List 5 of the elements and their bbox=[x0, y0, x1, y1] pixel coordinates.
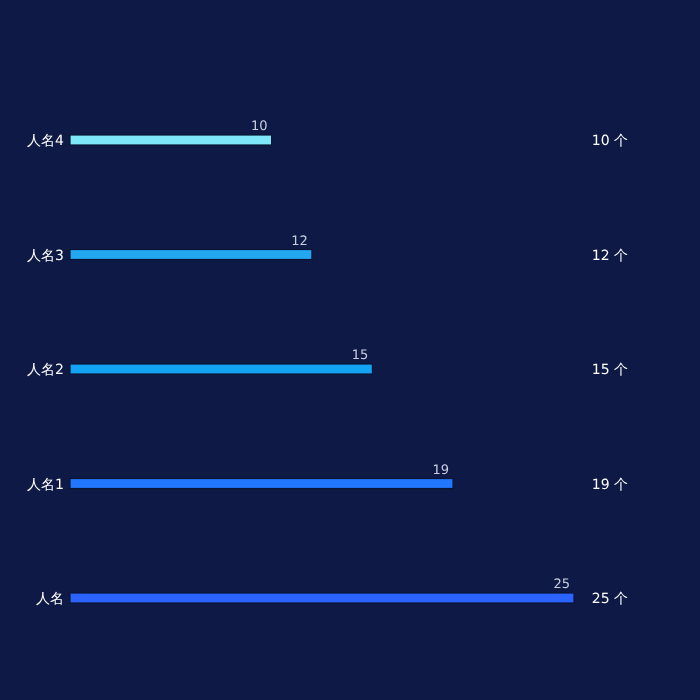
bar bbox=[69, 363, 373, 375]
bar bbox=[69, 592, 575, 604]
bar bbox=[69, 477, 454, 490]
bar bbox=[69, 248, 313, 261]
bar bbox=[69, 134, 273, 146]
